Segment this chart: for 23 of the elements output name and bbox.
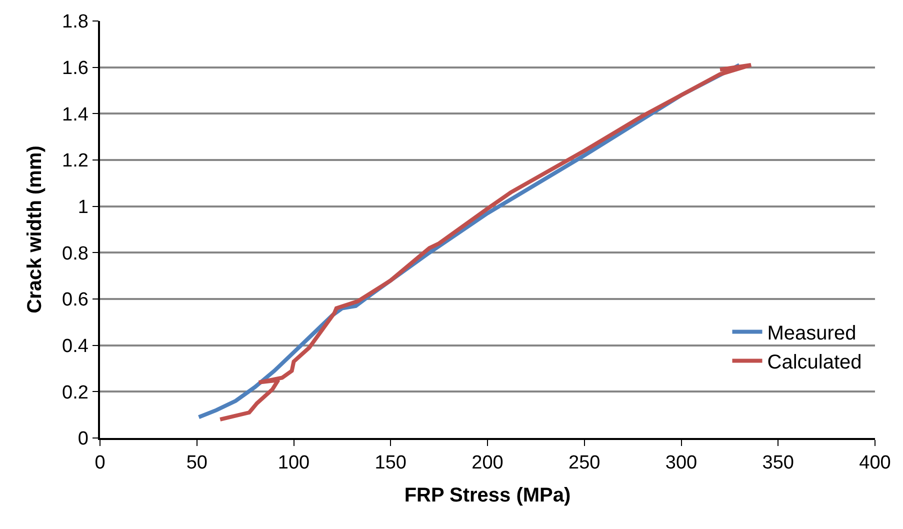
x-tick-label: 250 xyxy=(568,452,600,474)
x-tick-label: 100 xyxy=(278,452,310,474)
legend-label: Calculated xyxy=(767,352,862,374)
y-tick-label: 1.2 xyxy=(62,150,88,172)
y-tick-label: 0 xyxy=(78,428,88,450)
x-tick-label: 400 xyxy=(859,452,891,474)
y-tick-label: 1.4 xyxy=(62,104,89,126)
y-tick-label: 0.4 xyxy=(62,336,89,357)
x-axis-title: FRP Stress (MPa) xyxy=(404,484,571,507)
y-tick-label: 1.8 xyxy=(62,12,88,33)
y-tick-label: 1.6 xyxy=(62,58,88,79)
y-tick-label: 0.2 xyxy=(62,382,88,404)
legend-label: Measured xyxy=(767,322,856,345)
y-tick-label: 0.6 xyxy=(62,290,88,311)
x-tick-label: 50 xyxy=(186,452,208,474)
x-tick-label: 0 xyxy=(94,452,106,474)
x-tick-label: 150 xyxy=(374,452,406,474)
y-tick-label: 1 xyxy=(78,196,88,218)
y-axis-title: Crack width (mm) xyxy=(24,146,46,314)
x-tick-label: 200 xyxy=(472,452,504,474)
x-tick-label: 300 xyxy=(665,452,698,474)
y-tick-label: 0.8 xyxy=(62,243,88,264)
x-tick-label: 350 xyxy=(762,452,794,474)
